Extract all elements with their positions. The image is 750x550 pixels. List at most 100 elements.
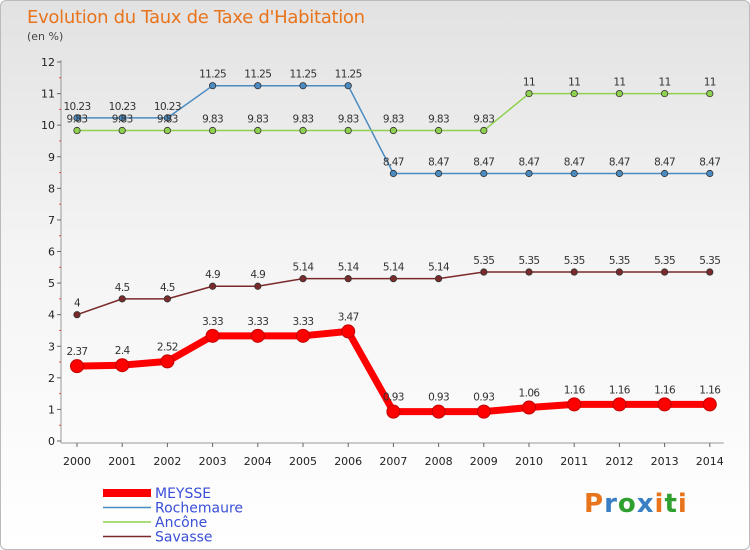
data-point [296, 328, 310, 343]
data-point [73, 311, 81, 319]
logo-letter: o [617, 489, 637, 519]
x-tick-label: 2011 [560, 455, 588, 468]
y-tick-label: 0 [48, 435, 55, 448]
data-point [160, 354, 175, 369]
data-point [73, 114, 81, 122]
data-point [706, 89, 714, 98]
data-point [299, 275, 307, 283]
y-tick-label: 6 [48, 246, 55, 259]
data-point [434, 126, 443, 135]
data-point [525, 169, 533, 178]
data-point [522, 400, 536, 415]
proxiti-logo: Proxiti [584, 489, 688, 519]
data-point [434, 275, 443, 283]
y-tick-label: 11 [41, 88, 55, 101]
x-tick-label: 2007 [379, 455, 407, 468]
data-label: 8.47 [564, 156, 585, 168]
data-label: 1.16 [699, 384, 721, 396]
x-tick-label: 2006 [334, 455, 362, 468]
data-label: 9.83 [428, 114, 449, 126]
data-point [615, 89, 624, 98]
logo-letter: x [636, 489, 655, 519]
y-tick-label: 12 [41, 56, 55, 69]
data-label: 11 [704, 77, 716, 89]
data-label: 9.83 [67, 114, 88, 126]
series-savasse: 4 4.5 4.5 4.9 4.9 5.14 5.14 5.14 5.14 5.35 5.35 5.3… [73, 255, 721, 319]
legend-item: Ancône [103, 515, 207, 531]
x-tick-label: 2008 [425, 455, 453, 468]
chart-subtitle: (en %) [27, 30, 64, 43]
legend-label: Ancône [155, 515, 207, 531]
data-point [431, 404, 446, 419]
data-point [570, 268, 578, 276]
x-axis-ticks: 2000 2001 2002 2003 2004 2005 2006 2007 2008 2009… [63, 443, 724, 468]
data-label: 5.14 [383, 262, 405, 274]
data-label: 1.16 [654, 384, 676, 396]
logo-letter: i [677, 489, 688, 519]
y-tick-label: 9 [48, 151, 55, 164]
data-point [612, 397, 627, 412]
data-label: 1.16 [609, 384, 631, 396]
data-label: 8.47 [428, 156, 449, 168]
series-rochemaure: 10.23 10.23 10.23 11.25 11.25 11.25 11.25 8.47 8… [63, 69, 721, 178]
data-label: 8.47 [699, 156, 720, 168]
logo-letter: P [584, 489, 605, 519]
data-label: 8.47 [519, 156, 540, 168]
data-label: 8.47 [473, 156, 494, 168]
data-label: 11 [613, 77, 625, 89]
x-tick-label: 2004 [244, 455, 272, 468]
series-meysse: 2.37 2.4 2.52 3.33 3.33 3.33 3.47 0.93 0.93 0.93 1… [67, 311, 722, 419]
legend-label: MEYSSE [155, 486, 211, 502]
data-point [205, 328, 220, 343]
data-label: 5.14 [428, 262, 450, 274]
data-label: 8.47 [383, 156, 404, 168]
data-label: 0.93 [473, 392, 494, 404]
legend-item: MEYSSE [103, 486, 211, 502]
data-label: 9.83 [473, 114, 494, 126]
data-point [254, 282, 262, 290]
data-label: 1.16 [564, 384, 586, 396]
data-label: 5.35 [564, 255, 585, 267]
data-point [480, 268, 488, 276]
logo-letter: i [654, 489, 665, 519]
data-label: 11.25 [289, 69, 316, 81]
data-point [118, 295, 126, 303]
data-label: 3.33 [247, 316, 268, 328]
y-tick-label: 2 [48, 372, 55, 385]
data-point [706, 268, 714, 276]
data-label: 5.35 [609, 255, 630, 267]
data-label: 2.4 [115, 345, 131, 357]
data-label: 2.52 [157, 341, 178, 353]
legend-label: Rochemaure [155, 501, 243, 517]
data-label: 4.9 [205, 269, 220, 281]
data-point [341, 324, 356, 339]
legend-item: Savasse [103, 530, 213, 546]
data-label: 5.35 [654, 255, 675, 267]
data-point [118, 114, 126, 122]
chart-title: Evolution du Taux de Taxe d'Habitation [27, 7, 365, 28]
data-point [209, 282, 217, 290]
data-label: 4.9 [250, 269, 265, 281]
data-point [118, 126, 126, 135]
data-label: 11 [568, 77, 580, 89]
x-tick-label: 2013 [651, 455, 679, 468]
y-tick-label: 3 [48, 340, 55, 353]
series-ancône: 9.83 9.83 9.83 9.83 9.83 9.83 9.83 9.83 9.83 9.83… [67, 77, 716, 135]
data-label: 10.23 [109, 101, 136, 113]
x-tick-label: 2012 [605, 455, 633, 468]
legend-label: Savasse [155, 530, 213, 546]
data-point [299, 126, 307, 135]
data-point [389, 169, 397, 178]
data-point [389, 126, 397, 135]
data-label: 2.37 [67, 346, 88, 358]
data-point [163, 295, 171, 303]
data-label: 9.83 [338, 114, 359, 126]
x-tick-label: 2001 [108, 455, 136, 468]
data-point [660, 89, 669, 98]
data-label: 5.14 [338, 262, 360, 274]
data-label: 11.25 [244, 69, 271, 81]
data-point [386, 404, 401, 419]
